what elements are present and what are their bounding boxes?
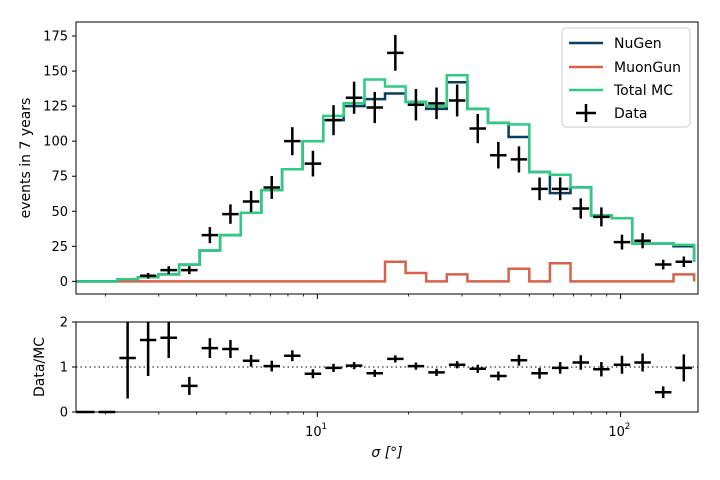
ratio-x-tick-label-10: 10	[305, 425, 322, 440]
main-y-tick-label: 150	[43, 65, 68, 80]
step-muongun	[76, 260, 696, 283]
ratio-point	[242, 354, 260, 367]
ratio-point	[654, 386, 672, 399]
ratio-point	[407, 362, 425, 370]
main-y-tick-label: 175	[43, 30, 68, 45]
main-y-tick-label: 25	[51, 240, 68, 255]
ratio-point	[675, 354, 693, 382]
ratio-point	[345, 362, 363, 370]
data-point	[160, 266, 178, 275]
ratio-point	[222, 340, 239, 358]
data-point	[345, 81, 363, 114]
data-point	[222, 204, 239, 224]
main-data-points	[139, 34, 693, 279]
ratio-panel: 0 1 2 10 1 10 2 σ [°] Data/MC	[32, 316, 699, 461]
data-point	[325, 105, 342, 136]
step-total-mc	[76, 74, 696, 283]
ratio-y-tick-label: 1	[60, 361, 68, 376]
ratio-point	[551, 362, 569, 374]
data-point	[634, 233, 651, 249]
ratio-point	[634, 353, 651, 372]
data-point	[201, 227, 219, 244]
ratio-y-tick-label: 0	[60, 406, 68, 421]
main-histograms	[76, 74, 696, 283]
data-point	[572, 198, 590, 219]
data-point	[304, 150, 322, 177]
ratio-point	[263, 360, 281, 372]
data-point	[490, 141, 507, 169]
main-y-tick-label: 75	[51, 170, 68, 185]
legend-box	[561, 27, 691, 128]
ratio-point	[469, 364, 486, 373]
ratio-point	[325, 363, 342, 372]
ratio-point	[284, 350, 301, 362]
ratio-point	[428, 368, 445, 376]
ratio-point	[490, 371, 507, 381]
ratio-point	[510, 354, 528, 366]
data-point	[613, 234, 631, 250]
data-point	[448, 84, 466, 117]
main-y-axis-label: events in 7 years	[18, 98, 34, 219]
ratio-x-tick-label-100: 10	[608, 425, 625, 440]
data-point	[593, 207, 610, 227]
data-point	[181, 266, 198, 275]
data-point	[428, 87, 445, 120]
data-point	[469, 113, 486, 144]
ratio-y-axis-label: Data/MC	[32, 337, 48, 397]
ratio-y-axis: 0 1 2	[60, 316, 76, 421]
main-y-tick-label: 50	[51, 205, 68, 220]
main-y-tick-label: 0	[60, 275, 68, 290]
ratio-data-points	[76, 322, 693, 414]
data-point	[407, 88, 425, 121]
data-point	[263, 175, 281, 199]
main-panel: 0 25 50 75 100 125 150 175 events in 7 years	[18, 21, 699, 299]
ratio-y-tick-label: 2	[60, 316, 68, 331]
ratio-point	[593, 362, 610, 377]
data-point	[531, 177, 548, 201]
main-axes-frame	[75, 21, 699, 295]
data-point	[242, 190, 260, 213]
ratio-point	[119, 322, 136, 399]
legend: NuGen MuonGun Total MC Data	[561, 27, 691, 128]
data-point	[654, 259, 672, 270]
main-x-axis	[104, 294, 622, 299]
data-point	[551, 177, 569, 201]
legend-label-nugen: NuGen	[614, 36, 662, 52]
ratio-point	[387, 355, 404, 363]
legend-label-total-mc: Total MC	[613, 83, 673, 99]
data-point	[510, 146, 528, 173]
ratio-point	[139, 322, 157, 376]
main-y-tick-label: 125	[43, 100, 68, 115]
main-y-tick-label: 100	[43, 135, 68, 150]
legend-swatch-data	[576, 104, 596, 122]
data-point	[139, 272, 157, 279]
data-point	[284, 127, 301, 156]
legend-label-muongun: MuonGun	[614, 60, 681, 76]
ratio-x-axis-label: σ [°]	[371, 445, 402, 461]
data-point	[675, 256, 693, 267]
ratio-point	[448, 361, 466, 369]
ratio-x-axis: 10 1 10 2	[104, 412, 631, 440]
ratio-point	[160, 322, 178, 358]
ratio-point	[613, 355, 631, 374]
ratio-point	[531, 367, 548, 379]
main-y-axis: 0 25 50 75 100 125 150 175	[43, 30, 76, 290]
ratio-point	[181, 376, 198, 395]
ratio-x-tick-exponent-100: 2	[625, 422, 631, 432]
legend-label-data: Data	[614, 106, 647, 122]
ratio-x-tick-exponent-10: 1	[321, 422, 327, 432]
data-point	[387, 34, 404, 71]
ratio-point	[366, 369, 383, 377]
ratio-point	[304, 369, 322, 379]
data-point	[366, 91, 383, 124]
ratio-point	[201, 338, 219, 358]
ratio-point	[572, 355, 590, 370]
